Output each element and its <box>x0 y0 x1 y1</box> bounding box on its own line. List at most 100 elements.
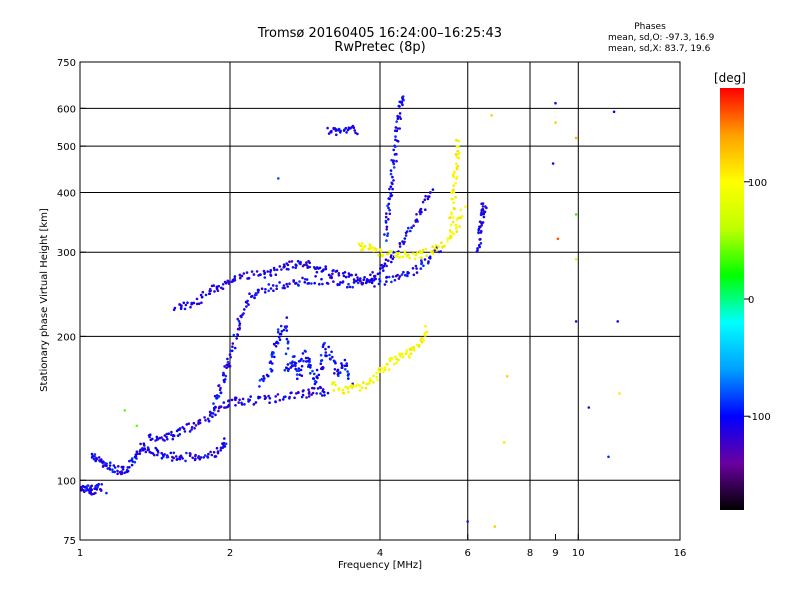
trace-point <box>341 367 344 370</box>
trace-point <box>399 242 402 245</box>
trace-point <box>347 391 350 394</box>
trace-point <box>166 433 169 436</box>
trace-point <box>287 268 290 271</box>
trace-point <box>452 173 455 176</box>
trace-point <box>234 347 237 350</box>
trace-point <box>341 364 344 367</box>
trace-point <box>394 135 397 138</box>
trace-point <box>191 426 194 429</box>
trace-point <box>378 367 381 370</box>
trace-point <box>344 368 347 371</box>
trace-point <box>184 460 187 463</box>
trace-point <box>183 302 186 305</box>
trace-point <box>346 286 349 289</box>
trace-point <box>477 229 480 232</box>
trace-point <box>322 268 325 271</box>
trace-point <box>478 238 481 241</box>
trace-point <box>380 264 383 267</box>
trace-point <box>243 308 246 311</box>
trace-point <box>408 356 411 359</box>
trace-point <box>373 277 376 280</box>
trace-point <box>343 392 346 395</box>
trace-point <box>264 291 267 294</box>
trace-point <box>91 485 94 488</box>
trace-point <box>331 356 334 359</box>
trace-point <box>231 399 234 402</box>
trace-point <box>365 387 368 390</box>
trace-point <box>440 241 443 244</box>
trace-point <box>401 104 404 107</box>
trace-point <box>385 212 388 215</box>
x-tick-label: 4 <box>377 548 383 559</box>
colorbar-tick-label: 100 <box>748 178 767 189</box>
trace-point <box>229 353 232 356</box>
trace-point <box>279 333 282 336</box>
trace-point <box>453 207 456 210</box>
trace-point <box>357 279 360 282</box>
trace-point <box>239 277 242 280</box>
trace-point <box>308 392 311 395</box>
trace-point <box>113 471 116 474</box>
trace-point <box>436 249 439 252</box>
trace-point <box>284 369 287 372</box>
trace-point <box>412 224 415 227</box>
trace-point <box>246 271 249 274</box>
trace-point <box>396 274 399 277</box>
trace-point <box>213 290 216 293</box>
trace-point <box>455 163 458 166</box>
trace-point <box>331 273 334 276</box>
trace-point <box>396 115 399 118</box>
trace-point <box>199 422 202 425</box>
trace-point <box>214 455 217 458</box>
trace-point <box>289 366 292 369</box>
trace-point <box>424 332 427 335</box>
trace-point <box>334 384 337 387</box>
scatter-point <box>588 406 591 409</box>
trace-point <box>280 268 283 271</box>
trace-point <box>98 456 101 459</box>
trace-point <box>234 404 237 407</box>
trace-point <box>319 392 322 395</box>
trace-point <box>325 355 328 358</box>
trace-point <box>198 302 201 305</box>
trace-point <box>143 447 146 450</box>
trace-point <box>437 245 440 248</box>
scatter-point <box>503 441 506 444</box>
trace-point <box>398 252 401 255</box>
trace-point <box>139 443 142 446</box>
trace-point <box>122 468 125 471</box>
trace-point <box>416 220 419 223</box>
trace-point <box>485 207 488 210</box>
trace-point <box>233 334 236 337</box>
trace-point <box>272 352 275 355</box>
trace-point <box>317 267 320 270</box>
trace-point <box>109 461 112 464</box>
trace-point <box>399 355 402 358</box>
trace-point <box>139 453 142 456</box>
trace-point <box>131 464 134 467</box>
scatter-point <box>575 258 578 261</box>
trace-point <box>294 263 297 266</box>
trace-point <box>117 465 120 468</box>
trace-point <box>94 453 97 456</box>
trace-point <box>458 140 461 143</box>
trace-point <box>401 273 404 276</box>
trace-point <box>172 438 175 441</box>
trace-point <box>320 278 323 281</box>
trace-point <box>330 351 333 354</box>
trace-point <box>366 383 369 386</box>
trace-point <box>452 198 455 201</box>
trace-point <box>298 262 301 265</box>
trace-point <box>225 443 228 446</box>
trace-point <box>395 120 398 123</box>
trace-point <box>431 245 434 248</box>
trace-point <box>420 263 423 266</box>
trace-point <box>480 230 483 233</box>
trace-point <box>190 303 193 306</box>
trace-point <box>345 131 348 134</box>
trace-point <box>223 373 226 376</box>
trace-point <box>287 347 290 350</box>
y-tick-label: 200 <box>57 332 76 343</box>
y-tick-label: 300 <box>57 248 76 259</box>
trace-point <box>376 379 379 382</box>
